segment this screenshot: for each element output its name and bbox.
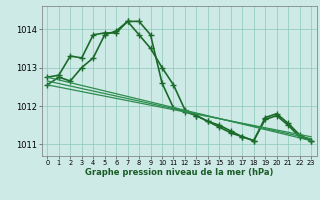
X-axis label: Graphe pression niveau de la mer (hPa): Graphe pression niveau de la mer (hPa) <box>85 168 273 177</box>
